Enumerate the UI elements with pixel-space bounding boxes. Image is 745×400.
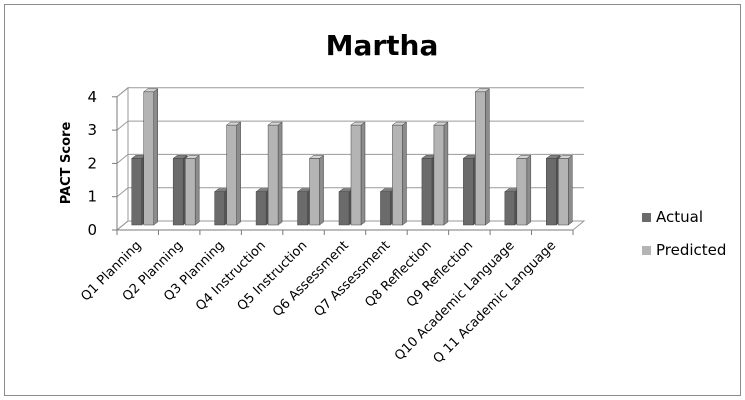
bar-front bbox=[172, 158, 184, 226]
bar-top bbox=[350, 121, 366, 126]
legend: Actual Predicted bbox=[642, 208, 726, 259]
y-axis-title: PACT Score bbox=[59, 122, 74, 205]
gridlines bbox=[116, 87, 584, 231]
bar-side bbox=[153, 88, 158, 226]
bar-top bbox=[474, 88, 491, 93]
bar-front bbox=[433, 124, 445, 226]
gridline bbox=[116, 87, 584, 98]
bar-front bbox=[214, 191, 225, 226]
bar-side bbox=[194, 154, 200, 226]
bar-front bbox=[546, 158, 557, 226]
bar-side bbox=[236, 121, 241, 226]
bar-front bbox=[226, 124, 237, 226]
y-tick-label: 4 bbox=[87, 88, 97, 106]
bar-top bbox=[308, 155, 325, 159]
bar-top bbox=[267, 121, 283, 126]
y-tick-label: 2 bbox=[87, 154, 97, 172]
bar bbox=[433, 121, 449, 226]
bar-top bbox=[184, 155, 200, 159]
bar bbox=[225, 121, 242, 226]
bar-front bbox=[350, 124, 362, 226]
bar bbox=[516, 154, 532, 226]
legend-label: Predicted bbox=[656, 241, 726, 259]
bar-top bbox=[545, 155, 562, 159]
bar-side bbox=[443, 121, 449, 226]
bar-top bbox=[391, 121, 408, 126]
bar-front bbox=[309, 158, 320, 226]
bar bbox=[142, 88, 159, 226]
bar-top bbox=[433, 121, 449, 126]
bar-front bbox=[504, 191, 516, 226]
y-tick-label: 3 bbox=[87, 121, 97, 139]
bar-side bbox=[568, 154, 573, 226]
bar-top bbox=[557, 155, 574, 159]
legend-label: Actual bbox=[656, 208, 703, 226]
bar bbox=[350, 121, 366, 226]
bar-front bbox=[143, 91, 154, 226]
legend-swatch bbox=[642, 246, 651, 255]
gridline bbox=[116, 153, 584, 164]
bar bbox=[184, 154, 200, 226]
bar-front bbox=[267, 124, 279, 226]
bar-top bbox=[516, 155, 532, 159]
bar bbox=[474, 88, 491, 226]
bar bbox=[267, 121, 283, 226]
y-tick-label: 1 bbox=[87, 188, 97, 206]
bar-front bbox=[475, 91, 486, 226]
bar-top bbox=[172, 155, 188, 159]
bar-front bbox=[338, 191, 350, 226]
bar-front bbox=[558, 158, 569, 226]
bar-top bbox=[225, 121, 242, 126]
bar-front bbox=[421, 158, 433, 226]
bar-side bbox=[526, 154, 532, 226]
bar-side bbox=[485, 88, 490, 226]
bar-top bbox=[142, 88, 159, 93]
chart-title: Martha bbox=[326, 29, 439, 62]
bar bbox=[308, 154, 325, 226]
bar bbox=[557, 154, 574, 226]
bar-front bbox=[463, 158, 474, 226]
bar-side bbox=[277, 121, 283, 226]
bar-front bbox=[380, 191, 391, 226]
x-tick-label: Q7 Assessment bbox=[312, 238, 394, 320]
bar-side bbox=[360, 121, 366, 226]
bar-front bbox=[131, 158, 142, 226]
bar-side bbox=[402, 121, 407, 226]
gridline bbox=[116, 120, 584, 131]
bars bbox=[130, 88, 574, 226]
bar bbox=[391, 121, 408, 226]
bar-front bbox=[392, 124, 403, 226]
legend-swatch bbox=[642, 213, 651, 222]
y-tick-label: 0 bbox=[87, 221, 97, 239]
x-tick-label: Q6 Assessment bbox=[270, 238, 352, 320]
y-axis: 0 1 2 3 4 bbox=[87, 88, 573, 239]
bar-front bbox=[297, 191, 308, 226]
bar-front bbox=[255, 191, 267, 226]
bar-front bbox=[184, 158, 196, 226]
bar-side bbox=[319, 154, 324, 226]
bar-front bbox=[516, 158, 528, 226]
